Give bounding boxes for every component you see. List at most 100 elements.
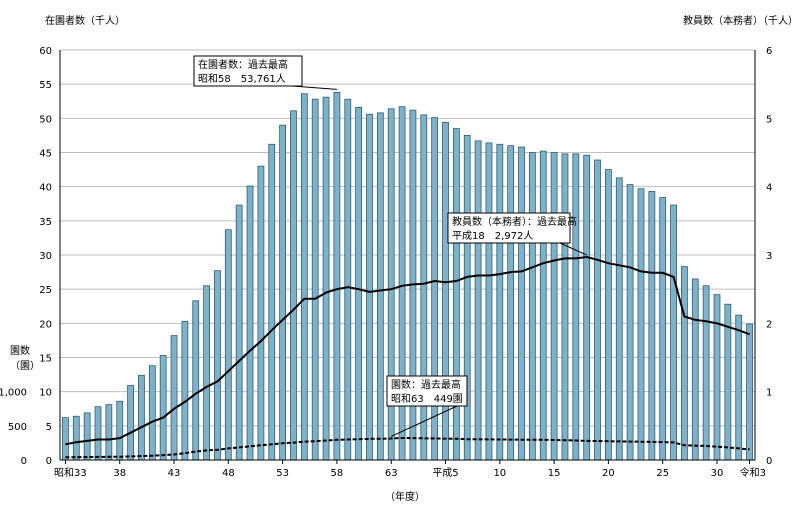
bar-enrollment	[659, 197, 667, 461]
left-axis2-title-2: （園）	[10, 360, 40, 372]
callout-line2: 平成18 2,972人	[452, 230, 533, 242]
right-axis-title: 教員数（本務者）（千人）	[683, 14, 798, 27]
bar-enrollment	[127, 385, 134, 461]
x-tick-label: 63	[385, 468, 398, 479]
callout-leader	[559, 242, 587, 256]
x-tick-label: 38	[113, 468, 126, 479]
bar-enrollment	[496, 143, 504, 461]
right-tick-label: 3	[766, 251, 772, 262]
x-tick-label: 令和3	[740, 466, 766, 479]
bar-enrollment	[626, 184, 634, 461]
x-tick-label: 10	[493, 468, 506, 479]
bar-enrollment	[605, 169, 612, 461]
x-tick-label: 15	[548, 468, 561, 479]
right-tick-label: 1	[766, 388, 772, 399]
right-tick-label: 4	[766, 183, 772, 194]
bar-enrollment	[746, 323, 753, 461]
left-tick-label: 30	[39, 251, 52, 262]
bar-enrollment	[485, 142, 493, 461]
bar-enrollment	[442, 122, 449, 461]
bar-enrollment	[366, 113, 373, 461]
bar-enrollment	[279, 124, 287, 461]
line-schools	[65, 436, 750, 459]
callout-box	[386, 375, 468, 407]
callout-box	[447, 212, 571, 244]
bar-enrollment	[648, 191, 656, 461]
bar-enrollment	[681, 266, 688, 461]
line-teachers	[65, 255, 750, 446]
bar-enrollment	[355, 107, 363, 461]
bar-enrollment	[550, 152, 558, 461]
left-tick-label: 0	[46, 456, 52, 467]
schools-tick-label: 1,000	[0, 388, 27, 399]
bar-enrollment	[170, 335, 178, 461]
callout-line2: 昭和63 449園	[391, 393, 463, 405]
bar-enrollment	[561, 153, 569, 461]
bar-enrollment	[583, 154, 591, 461]
bar-enrollment	[311, 98, 319, 461]
callout-leader	[391, 405, 458, 437]
bar-enrollment	[203, 285, 210, 461]
bar-enrollment	[539, 150, 547, 461]
bar-enrollment	[300, 93, 308, 461]
bar-enrollment	[474, 140, 482, 461]
bar-enrollment	[528, 152, 536, 461]
callout-line1: 園数：過去最高	[391, 378, 461, 391]
callout-line2: 昭和58 53,761人	[198, 73, 286, 85]
left-axis2-title-1: 園数	[10, 344, 30, 357]
x-tick-label: 30	[711, 468, 724, 479]
x-tick-label: 25	[656, 468, 669, 479]
x-tick-label: 43	[168, 468, 181, 479]
axes	[59, 50, 756, 464]
bar-enrollment	[376, 112, 384, 461]
bar-enrollment	[105, 404, 113, 461]
left-tick-label: 35	[39, 217, 52, 228]
callout-box	[193, 55, 303, 87]
bar-enrollment	[268, 143, 276, 461]
bar-enrollment	[257, 165, 265, 461]
callout-leader	[291, 85, 337, 90]
tick-labels: 05101520253035404550556005001,0000123456…	[0, 46, 772, 479]
bar-enrollment	[507, 145, 515, 461]
bar-enrollment	[83, 412, 91, 461]
bar-enrollment	[420, 114, 428, 461]
bar-enrollment	[72, 415, 80, 461]
left-tick-label: 10	[39, 388, 52, 399]
x-tick-label: 53	[276, 468, 289, 479]
bar-enrollment	[463, 135, 471, 461]
bar-enrollment	[398, 106, 406, 461]
right-tick-label: 5	[766, 114, 772, 125]
schools-tick-label: 500	[8, 422, 27, 433]
x-tick-label: 昭和33	[54, 467, 87, 479]
bar-enrollment	[62, 417, 69, 461]
left-tick-label: 60	[39, 46, 52, 57]
bar-enrollment	[431, 117, 439, 461]
bar-enrollment	[94, 406, 102, 461]
x-tick-label: 48	[222, 468, 235, 479]
left-tick-label: 15	[39, 354, 52, 365]
bar-enrollment	[735, 314, 743, 461]
bar-enrollment	[214, 270, 221, 461]
bar-enrollment	[290, 110, 297, 461]
callout-line1: 在園者数：過去最高	[198, 58, 288, 71]
x-tick-label: 平成5	[432, 467, 458, 479]
bar-enrollment	[224, 229, 232, 461]
bar-enrollment	[138, 374, 145, 461]
callout-line1: 教員数（本務者）：過去最高	[452, 215, 577, 228]
schools-tick-label: 0	[21, 456, 27, 467]
bar-enrollment	[713, 294, 721, 461]
left-tick-label: 25	[39, 285, 52, 296]
bar-enrollment	[594, 159, 601, 461]
left-axis-title: 在園者数（千人）	[45, 14, 125, 27]
x-axis-title: （年度）	[385, 490, 425, 503]
bar-enrollment	[452, 128, 460, 461]
bar-enrollment	[235, 204, 243, 461]
bar-enrollment	[344, 98, 352, 461]
bar-enrollment	[691, 278, 699, 461]
bar-enrollment	[159, 355, 167, 461]
bar-enrollment	[572, 153, 580, 461]
left-tick-label: 50	[39, 114, 52, 125]
left-tick-label: 45	[39, 149, 52, 160]
